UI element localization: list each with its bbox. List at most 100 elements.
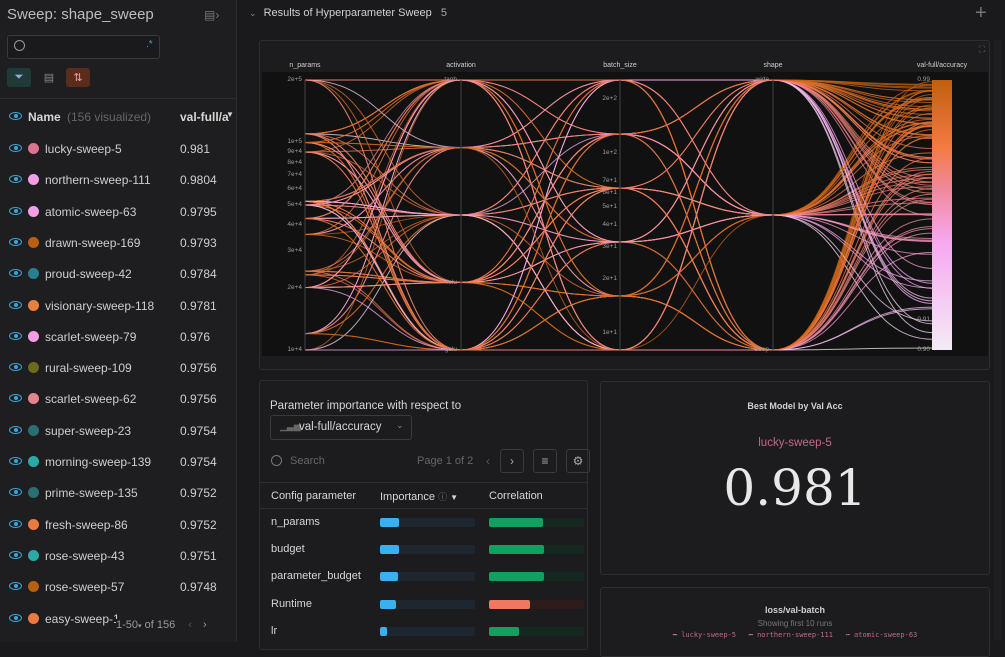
eye-icon[interactable]: [9, 144, 22, 152]
run-name[interactable]: visionary-sweep-118: [45, 298, 155, 313]
eye-icon[interactable]: [9, 519, 22, 528]
run-color-dot[interactable]: [28, 487, 39, 499]
eye-icon[interactable]: [9, 582, 22, 591]
run-row[interactable]: fresh-sweep-86 0.9752: [0, 516, 236, 536]
eye-icon[interactable]: [9, 300, 22, 309]
run-color-dot[interactable]: [28, 581, 39, 593]
settings-button[interactable]: ⚙: [566, 449, 590, 473]
run-name[interactable]: rose-sweep-43: [45, 548, 125, 563]
run-name[interactable]: drawn-sweep-169: [45, 235, 141, 250]
run-line[interactable]: [304, 79, 933, 351]
run-row[interactable]: rural-sweep-109 0.9756: [0, 359, 236, 379]
metric-column-header[interactable]: val-full/a: [180, 110, 229, 124]
page-size-caret-icon[interactable]: ▾: [138, 623, 142, 630]
next-page-button[interactable]: ›: [500, 449, 524, 473]
fullscreen-icon[interactable]: ⛶: [978, 44, 985, 54]
run-color-dot[interactable]: [28, 143, 39, 154]
eye-icon[interactable]: [9, 175, 22, 184]
run-row[interactable]: rose-sweep-57 0.9748: [0, 578, 236, 598]
eye-icon[interactable]: [9, 331, 22, 340]
eye-icon[interactable]: [9, 237, 22, 246]
run-color-dot[interactable]: [28, 236, 39, 248]
correlation-header[interactable]: Correlation: [489, 490, 543, 502]
sort-caret-icon[interactable]: ▼: [450, 493, 459, 502]
run-row[interactable]: rose-sweep-43 0.9751: [0, 547, 236, 567]
run-name[interactable]: proud-sweep-42: [45, 267, 132, 282]
run-row[interactable]: morning-sweep-139 0.9754: [0, 453, 236, 473]
legend-item[interactable]: atomic-sweep-63: [854, 631, 918, 639]
sort-caret-icon[interactable]: ▼: [226, 110, 234, 119]
run-row[interactable]: drawn-sweep-169 0.9793: [0, 234, 236, 254]
run-row[interactable]: proud-sweep-42 0.9784: [0, 265, 236, 285]
columns-button[interactable]: ▤: [37, 68, 61, 87]
run-row[interactable]: atomic-sweep-63 0.9795: [0, 203, 236, 223]
list-view-button[interactable]: ≡: [533, 449, 557, 473]
page-range[interactable]: 1-50: [116, 619, 139, 631]
filter-button[interactable]: ⏷: [7, 68, 31, 87]
run-line[interactable]: [304, 79, 933, 289]
next-page-icon[interactable]: ›: [203, 619, 207, 631]
config-parameter-header[interactable]: Config parameter: [271, 490, 356, 502]
legend-item[interactable]: northern-sweep-111: [757, 631, 833, 639]
run-line[interactable]: [304, 79, 933, 269]
eye-icon[interactable]: [9, 394, 22, 403]
table-toggle-icon[interactable]: ▤›: [204, 8, 220, 22]
run-color-dot[interactable]: [28, 330, 39, 342]
sort-button[interactable]: ⇅: [66, 68, 90, 87]
run-row[interactable]: northern-sweep-111 0.9804: [0, 171, 236, 191]
run-color-dot[interactable]: [28, 268, 39, 280]
run-name[interactable]: rural-sweep-109: [45, 361, 132, 376]
run-name[interactable]: super-sweep-23: [45, 423, 132, 438]
chevron-down-icon[interactable]: ⌄: [249, 8, 257, 18]
run-name[interactable]: scarlet-sweep-79: [45, 329, 137, 344]
run-row[interactable]: prime-sweep-135 0.9752: [0, 484, 236, 504]
best-run-name[interactable]: lucky-sweep-5: [758, 437, 832, 449]
run-row[interactable]: lucky-sweep-5 0.981: [0, 140, 236, 160]
section-header[interactable]: ⌄ Results of Hyperparameter Sweep 5: [249, 7, 447, 19]
run-line[interactable]: [304, 79, 933, 351]
importance-header[interactable]: Importance ⓘ ▼: [380, 490, 458, 503]
run-color-dot[interactable]: [28, 518, 39, 530]
eye-icon[interactable]: [9, 550, 22, 559]
run-row[interactable]: easy-sweep-1: [0, 610, 236, 630]
run-color-dot[interactable]: [28, 393, 39, 405]
eye-icon[interactable]: [9, 269, 22, 278]
eye-icon[interactable]: [9, 206, 22, 215]
run-color-dot[interactable]: [28, 456, 39, 467]
search-input[interactable]: .*: [7, 35, 160, 59]
eye-icon[interactable]: [9, 488, 22, 497]
metric-dropdown[interactable]: ▁▃▅ val-full/accuracy ⌄: [270, 415, 412, 440]
run-color-dot[interactable]: [28, 549, 39, 561]
eye-icon[interactable]: [9, 363, 22, 372]
run-name[interactable]: scarlet-sweep-62: [45, 392, 137, 407]
run-row[interactable]: super-sweep-23 0.9754: [0, 422, 236, 442]
run-color-dot[interactable]: [28, 362, 39, 374]
run-color-dot[interactable]: [28, 205, 39, 217]
run-name[interactable]: atomic-sweep-63: [45, 204, 137, 219]
scrollbar[interactable]: [994, 40, 1002, 640]
prev-page-icon[interactable]: ‹: [188, 619, 192, 631]
legend-item[interactable]: lucky-sweep-5: [681, 631, 736, 639]
run-color-dot[interactable]: [28, 424, 39, 436]
add-panel-icon[interactable]: +: [975, 2, 987, 24]
run-row[interactable]: visionary-sweep-118 0.9781: [0, 297, 236, 317]
eye-icon[interactable]: [9, 112, 22, 120]
run-name[interactable]: fresh-sweep-86: [45, 517, 128, 532]
name-column-header[interactable]: Name: [28, 110, 61, 124]
run-color-dot[interactable]: [28, 612, 39, 624]
run-name[interactable]: rose-sweep-57: [45, 580, 125, 595]
eye-icon[interactable]: [9, 425, 22, 434]
info-icon[interactable]: ⓘ: [438, 492, 448, 502]
run-color-dot[interactable]: [28, 174, 39, 186]
regex-icon[interactable]: .*: [146, 39, 153, 50]
run-row[interactable]: scarlet-sweep-62 0.9756: [0, 390, 236, 410]
run-name[interactable]: easy-sweep-1: [45, 611, 120, 626]
run-color-dot[interactable]: [28, 299, 39, 311]
run-name[interactable]: morning-sweep-139: [45, 455, 152, 469]
run-name[interactable]: northern-sweep-111: [45, 173, 151, 188]
importance-search-input[interactable]: Search: [290, 455, 325, 467]
run-line[interactable]: [304, 79, 933, 351]
eye-icon[interactable]: [9, 613, 22, 622]
run-row[interactable]: scarlet-sweep-79 0.976: [0, 328, 236, 348]
prev-page-button[interactable]: ‹: [476, 449, 500, 473]
